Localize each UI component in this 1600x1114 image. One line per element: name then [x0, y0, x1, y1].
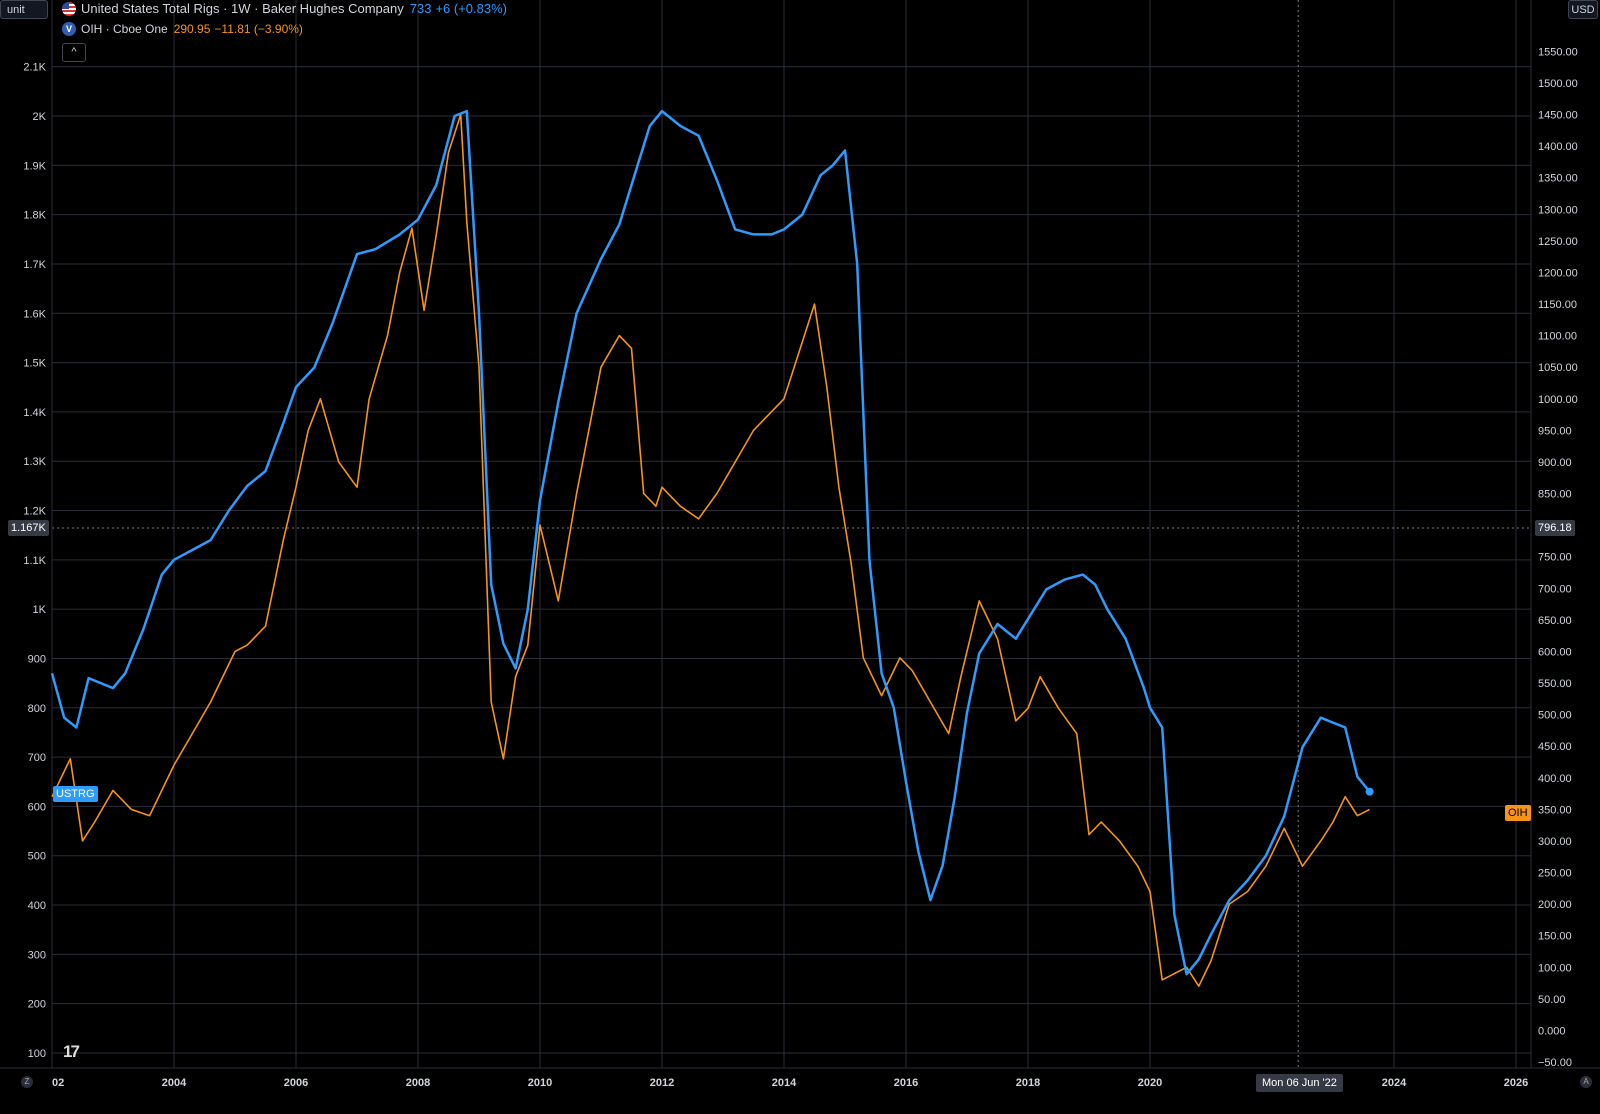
time-tick-label: 2024 [1382, 1077, 1407, 1089]
right-tick-label: 500.00 [1538, 710, 1572, 722]
left-tick-label: 1.4K [23, 407, 46, 419]
right-tick-label: −50.00 [1538, 1057, 1572, 1069]
right-tick-label: 1300.00 [1538, 204, 1578, 216]
right-tick-label: 1350.00 [1538, 173, 1578, 185]
right-tick-label: 1200.00 [1538, 267, 1578, 279]
right-tick-label: 1000.00 [1538, 394, 1578, 406]
time-tick-label: 2012 [650, 1077, 674, 1089]
timezone-icon[interactable]: Z [21, 1076, 33, 1088]
legend-rigs-change: +6 (+0.83%) [435, 1, 507, 16]
left-tick-label: 2K [33, 111, 47, 123]
right-tick-label: 400.00 [1538, 773, 1572, 785]
time-tick-label: 2016 [894, 1077, 918, 1089]
date-crosshair-label: Mon 06 Jun '22 [1256, 1074, 1343, 1092]
time-tick-label: 2008 [406, 1077, 430, 1089]
legend-series-rigs[interactable]: United States Total Rigs · 1W · Baker Hu… [62, 1, 511, 16]
time-tick-label: 2020 [1138, 1077, 1162, 1089]
legend-rigs-value: 733 [409, 1, 432, 16]
right-tick-label: 700.00 [1538, 583, 1572, 595]
time-axis-ticks[interactable]: 02 2004 2006 2008 2010 2012 2014 2016 2018 2020 20… [52, 1077, 1528, 1089]
time-tick-label: 2004 [162, 1077, 187, 1089]
time-tick-label: 2006 [284, 1077, 308, 1089]
left-tick-label: 900 [28, 653, 46, 665]
right-tick-label: 200.00 [1538, 899, 1572, 911]
left-tick-label: 1.9K [23, 160, 46, 172]
right-tick-label: 650.00 [1538, 615, 1572, 627]
legend-oih-title: OIH · Cboe One [81, 22, 168, 36]
left-tick-label: 1K [33, 604, 47, 616]
time-tick-label: 2014 [772, 1077, 797, 1089]
right-tick-label: 850.00 [1538, 489, 1572, 501]
right-tick-label: 450.00 [1538, 741, 1572, 753]
legend-series-oih[interactable]: V OIH · Cboe One 290.95 −11.81 (−3.90%) [62, 22, 307, 36]
left-tick-label: 1.8K [23, 210, 46, 222]
right-tick-label: 250.00 [1538, 868, 1572, 880]
left-tick-label: 500 [28, 851, 46, 863]
right-tick-label: 600.00 [1538, 646, 1572, 658]
last-point-marker-ustrg [1365, 787, 1374, 796]
left-crosshair-label: 1.167K [8, 520, 49, 536]
left-tick-label: 100 [28, 1048, 46, 1060]
axis-frame [0, 0, 1600, 1069]
time-tick-label: 2018 [1016, 1077, 1040, 1089]
legend-oih-change: −11.81 (−3.90%) [214, 22, 303, 36]
time-tick-label: 02 [52, 1077, 64, 1089]
series-line-oih [51, 113, 1370, 988]
right-tick-label: 1150.00 [1538, 299, 1577, 311]
left-tick-label: 200 [28, 999, 46, 1011]
crosshair-lines [52, 0, 1531, 1068]
right-tick-label: 950.00 [1538, 425, 1572, 437]
right-crosshair-label: 796.18 [1535, 520, 1575, 536]
right-tick-label: 350.00 [1538, 804, 1572, 816]
collapse-legend-button[interactable]: ^ [62, 43, 86, 62]
left-axis-ticks[interactable]: 100 200 300 400 500 600 700 800 900 1K 1.1K 1.2K 1.3… [23, 62, 46, 1060]
right-tick-label: 1550.00 [1538, 46, 1578, 58]
left-tick-label: 2.1K [23, 62, 46, 74]
right-tick-label: 300.00 [1538, 836, 1572, 848]
right-tick-label: 750.00 [1538, 552, 1572, 564]
series-layer [50, 109, 1374, 988]
auto-scale-icon[interactable]: A [1580, 1076, 1592, 1088]
right-tick-label: 1050.00 [1538, 362, 1578, 374]
left-tick-label: 1.1K [23, 555, 46, 567]
right-tick-label: 50.00 [1538, 994, 1566, 1006]
right-tick-label: 550.00 [1538, 678, 1572, 690]
left-tick-label: 1.3K [23, 456, 46, 468]
currency-button[interactable]: USD [1568, 0, 1598, 19]
unit-button[interactable]: unit [0, 0, 48, 19]
left-tick-label: 800 [28, 703, 46, 715]
left-tick-label: 300 [28, 949, 46, 961]
right-tick-label: 1100.00 [1538, 331, 1577, 343]
series-tag-oih: OIH [1505, 805, 1531, 821]
right-tick-label: 0.000 [1538, 1025, 1566, 1037]
right-tick-label: 1400.00 [1538, 141, 1578, 153]
time-tick-label: 2010 [528, 1077, 552, 1089]
left-tick-label: 600 [28, 801, 46, 813]
v-logo-icon: V [62, 22, 76, 36]
left-tick-label: 700 [28, 752, 46, 764]
tradingview-logo-icon[interactable]: 17 [63, 1042, 80, 1061]
legend-oih-value: 290.95 [173, 22, 211, 36]
right-tick-label: 1500.00 [1538, 78, 1578, 90]
left-tick-label: 400 [28, 900, 46, 912]
left-tick-label: 1.5K [23, 358, 46, 370]
right-tick-label: 1250.00 [1538, 236, 1578, 248]
series-line-ustrg [50, 109, 1371, 976]
right-tick-label: 150.00 [1538, 931, 1572, 943]
right-tick-label: 1450.00 [1538, 110, 1578, 122]
time-tick-label: 2026 [1504, 1077, 1528, 1089]
series-tag-ustrg: USTRG [53, 786, 98, 802]
right-axis-ticks[interactable]: −50.00 0.000 50.00 100.00 150.00 200.00 250.00… [1538, 46, 1578, 1069]
left-tick-label: 1.7K [23, 259, 46, 271]
us-flag-icon [62, 1, 76, 16]
left-tick-label: 1.6K [23, 308, 46, 320]
right-tick-label: 900.00 [1538, 457, 1572, 469]
right-tick-label: 100.00 [1538, 962, 1572, 974]
left-tick-label: 1.2K [23, 506, 46, 518]
grid-lines [52, 0, 1531, 1068]
legend-rigs-title: United States Total Rigs · 1W · Baker Hu… [81, 1, 404, 16]
